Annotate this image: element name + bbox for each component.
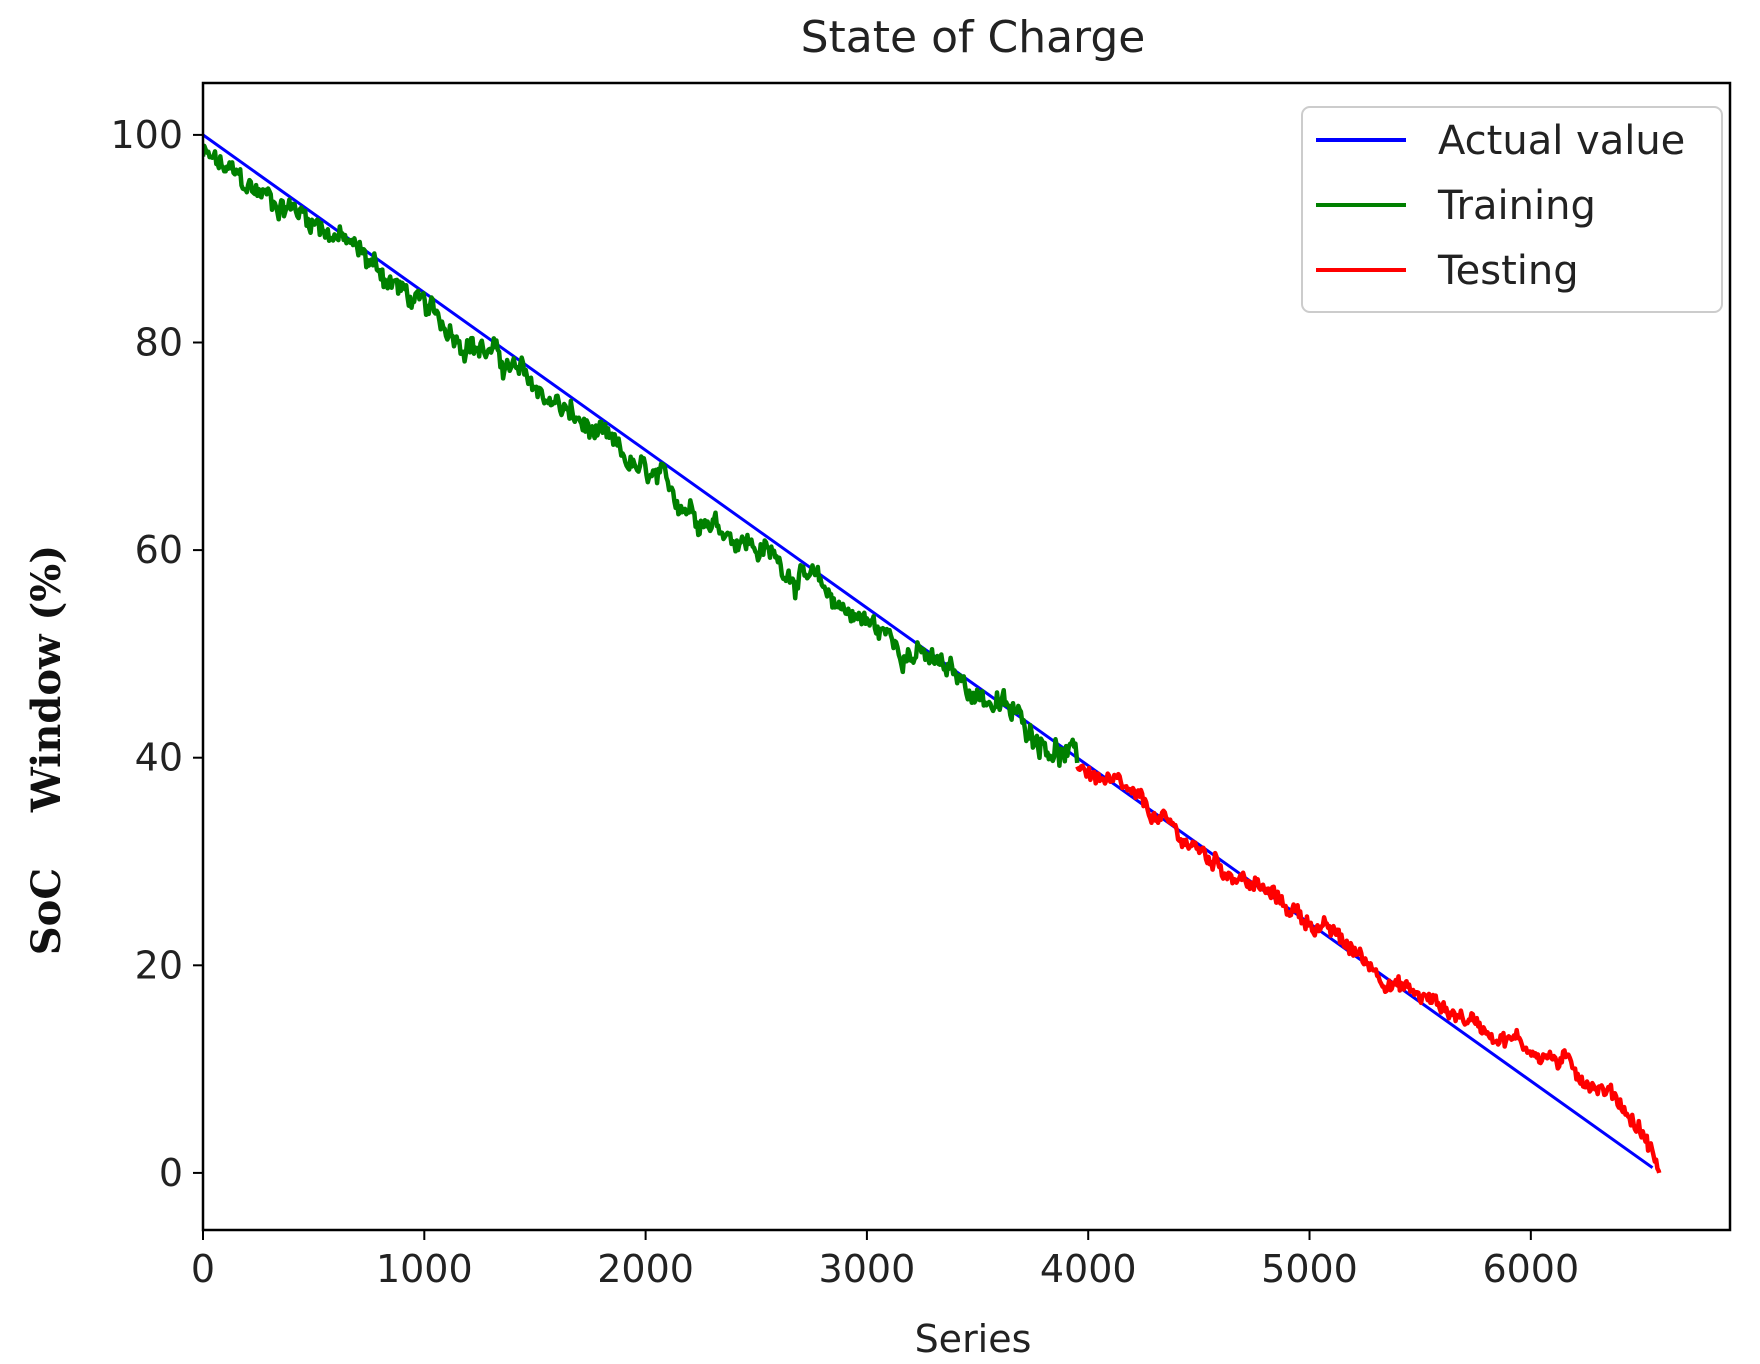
x-tick-label: 6000 <box>1482 1247 1579 1291</box>
x-tick-label: 4000 <box>1040 1247 1137 1291</box>
series-line-testing <box>1075 763 1662 1174</box>
plot-frame <box>201 81 1732 1232</box>
x-tick-label: 2000 <box>597 1247 694 1291</box>
y-tick-label: 20 <box>135 943 183 987</box>
series-line-training <box>203 143 1080 768</box>
y-tick-label: 0 <box>159 1151 183 1195</box>
y-tick-label: 80 <box>135 321 183 365</box>
x-axis-label: Series <box>915 1317 1032 1361</box>
series-layer <box>203 133 1662 1174</box>
y-tick-label: 60 <box>135 528 183 572</box>
x-tick-label: 3000 <box>819 1247 916 1291</box>
y-tick-label: 40 <box>135 736 183 780</box>
legend-label: Training <box>1437 183 1596 229</box>
y-axis-label: SoC Window (%) <box>23 545 70 955</box>
legend-label: Actual value <box>1438 118 1685 164</box>
x-axis: 0 1000 2000 3000 4000 5000 6000 <box>191 1230 1579 1291</box>
y-tick-label: 100 <box>110 113 183 157</box>
legend-label: Testing <box>1437 248 1579 294</box>
legend: Actual value Training Testing <box>1301 106 1723 313</box>
legend-box <box>1301 106 1723 313</box>
x-tick-label: 5000 <box>1261 1247 1358 1291</box>
x-tick-label: 1000 <box>376 1247 473 1291</box>
x-tick-label: 0 <box>191 1247 215 1291</box>
y-axis: 0 20 40 60 80 100 <box>110 113 203 1195</box>
series-line-actual-value <box>203 133 1654 1169</box>
chart-title: State of Charge <box>801 12 1146 63</box>
